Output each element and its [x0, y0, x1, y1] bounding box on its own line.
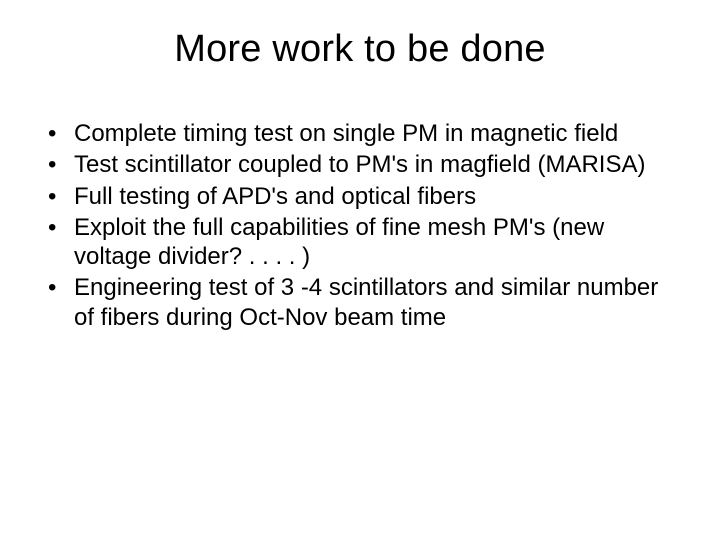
list-item: Complete timing test on single PM in mag…	[46, 119, 680, 148]
list-item: Engineering test of 3 -4 scintillators a…	[46, 273, 680, 332]
slide: More work to be done Complete timing tes…	[0, 0, 720, 540]
list-item: Exploit the full capabilities of fine me…	[46, 213, 680, 272]
bullet-list: Complete timing test on single PM in mag…	[40, 119, 680, 332]
slide-title: More work to be done	[40, 28, 680, 71]
list-item: Full testing of APD's and optical fibers	[46, 182, 680, 211]
list-item: Test scintillator coupled to PM's in mag…	[46, 150, 680, 179]
